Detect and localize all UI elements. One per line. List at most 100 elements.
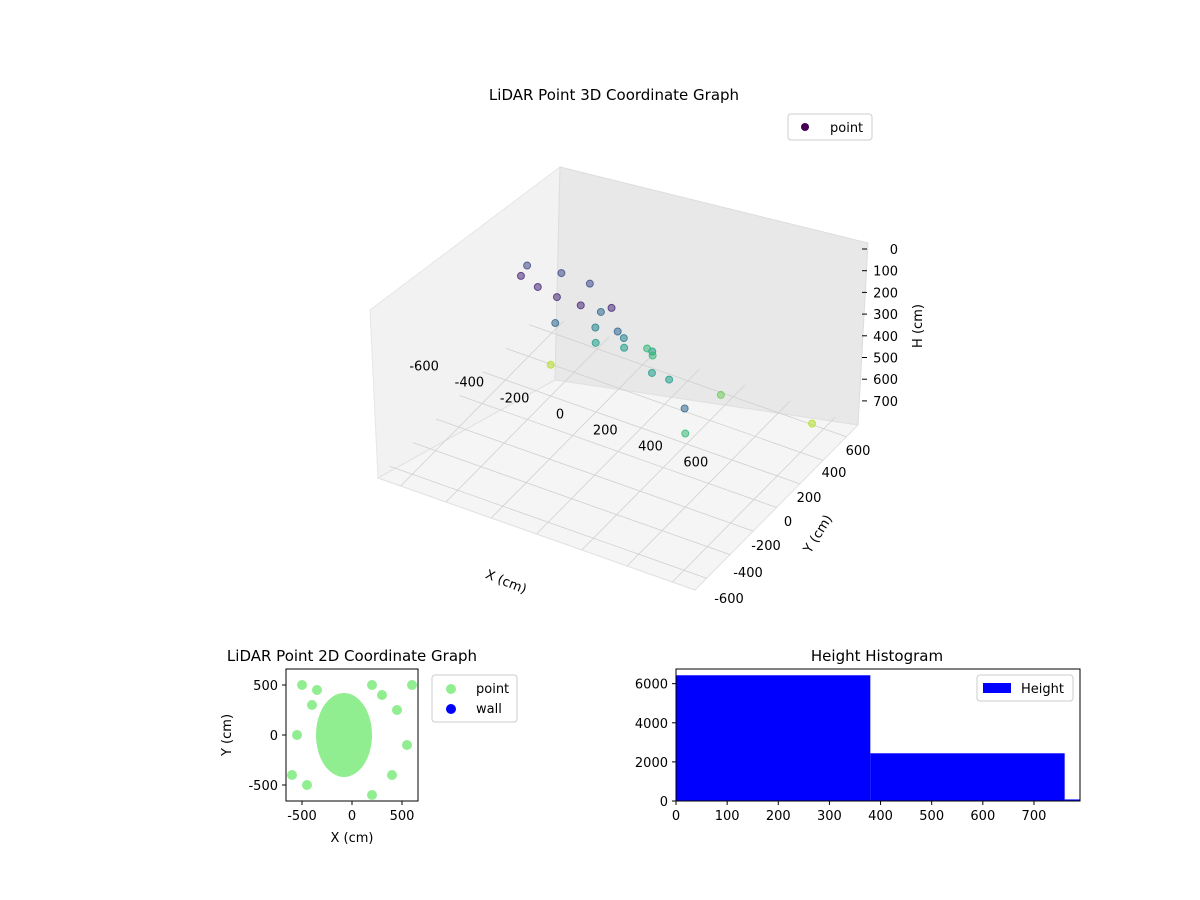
point-marker-3d bbox=[591, 323, 600, 332]
histogram-bar bbox=[870, 753, 1065, 801]
z-tick-label-3d: 600 bbox=[873, 373, 898, 388]
legend-3d-marker bbox=[801, 123, 809, 131]
legend-hist-frame bbox=[976, 674, 1074, 702]
histogram-bars bbox=[676, 675, 1080, 801]
point-marker-3d bbox=[620, 343, 629, 352]
legend-2d-label-point: point bbox=[476, 682, 509, 697]
x-tick-label-hist: 700 bbox=[1022, 809, 1047, 824]
legend-2d: point wall bbox=[431, 674, 518, 723]
y-tick-label-hist: 4000 bbox=[635, 717, 668, 732]
y-tick-label-3d: 0 bbox=[784, 515, 792, 530]
point-marker-3d bbox=[552, 293, 561, 302]
point-marker-3d bbox=[523, 261, 532, 270]
point-marker-2d bbox=[407, 680, 417, 690]
legend-2d-marker-point bbox=[446, 684, 456, 694]
point-marker-2d bbox=[302, 780, 312, 790]
point-marker-2d bbox=[387, 770, 397, 780]
y-axis-label-3d: Y (cm) bbox=[800, 512, 836, 556]
x-tick-label-hist: 200 bbox=[766, 809, 791, 824]
point-marker-3d bbox=[607, 303, 616, 312]
point-marker-2d bbox=[287, 770, 297, 780]
grid-line-y bbox=[482, 371, 800, 485]
pane-back-right bbox=[554, 166, 869, 426]
chart-2d-panel: LiDAR Point 2D Coordinate Graph -500 0 500… bbox=[220, 647, 518, 846]
legend-hist-swatch bbox=[983, 683, 1011, 693]
x-ticks-2d: -500 0 500 bbox=[287, 801, 414, 824]
y-tick-label-hist: 6000 bbox=[635, 678, 668, 693]
x-ticks-hist: 0 100 200 300 400 500 600 700 bbox=[672, 801, 1047, 824]
histogram-title: Height Histogram bbox=[811, 647, 943, 665]
pane-floor bbox=[376, 379, 860, 591]
y-tick-label-2d: 500 bbox=[253, 679, 278, 694]
point-marker-2d bbox=[292, 730, 302, 740]
point-marker-3d bbox=[665, 375, 674, 384]
z-tick-label-3d: 0 bbox=[890, 243, 898, 258]
point-marker-2d bbox=[312, 685, 322, 695]
grid-line-y bbox=[436, 418, 754, 532]
grid-line-y bbox=[459, 395, 777, 508]
legend-3d-frame bbox=[787, 113, 873, 141]
point-marker-2d bbox=[377, 690, 387, 700]
y-tick-label-hist: 0 bbox=[660, 795, 668, 810]
point-cluster-2d bbox=[316, 693, 372, 777]
histogram-bar bbox=[1064, 799, 1080, 801]
grid-line-y bbox=[389, 465, 707, 579]
x-tick-label-3d: -600 bbox=[409, 359, 439, 374]
x-tick-label-3d: 600 bbox=[683, 455, 708, 470]
z-tick-label-3d: 300 bbox=[873, 308, 898, 323]
x-tick-label-2d: 0 bbox=[348, 809, 356, 824]
x-tick-label-hist: 300 bbox=[817, 809, 842, 824]
x-tick-label-hist: 600 bbox=[970, 809, 995, 824]
y-tick-label-3d: -400 bbox=[733, 566, 763, 581]
z-tick-label-3d: 100 bbox=[873, 265, 898, 280]
chart-3d-title: LiDAR Point 3D Coordinate Graph bbox=[489, 86, 739, 104]
y-ticks-hist: 0 2000 4000 6000 bbox=[635, 678, 676, 810]
grid-line-y bbox=[412, 442, 731, 556]
chart-3d-panel: LiDAR Point 3D Coordinate Graph -600 -400… bbox=[369, 86, 926, 607]
point-marker-3d bbox=[516, 271, 525, 280]
point-marker-2d bbox=[307, 700, 317, 710]
histogram-bar bbox=[676, 675, 871, 801]
x-tick-label-3d: 200 bbox=[593, 423, 618, 438]
point-marker-2d bbox=[392, 705, 402, 715]
y-ticks-2d: -500 0 500 bbox=[248, 679, 286, 794]
point-marker-3d bbox=[680, 404, 689, 413]
legend-2d-marker-wall bbox=[446, 704, 456, 714]
point-marker-3d bbox=[551, 319, 560, 328]
x-tick-label-3d: 0 bbox=[556, 407, 564, 422]
x-tick-label-3d: -400 bbox=[455, 375, 485, 390]
point-marker-3d bbox=[585, 279, 594, 288]
points-3d-layer bbox=[516, 261, 817, 438]
point-marker-3d bbox=[648, 351, 657, 360]
x-ticks-3d: -600 -400 -200 0 200 400 600 bbox=[409, 359, 708, 470]
x-tick-label-hist: 400 bbox=[868, 809, 893, 824]
x-tick-label-hist: 500 bbox=[919, 809, 944, 824]
points-2d-layer bbox=[287, 680, 417, 800]
x-axis-label-2d: X (cm) bbox=[331, 831, 374, 846]
y-tick-label-2d: 0 bbox=[270, 729, 278, 744]
point-marker-3d bbox=[808, 419, 817, 428]
plot-frame-hist bbox=[675, 668, 1081, 802]
x-axis-label-3d: X (cm) bbox=[483, 567, 528, 597]
point-marker-3d bbox=[546, 360, 555, 369]
x-tick-label-hist: 100 bbox=[715, 809, 740, 824]
point-marker-3d bbox=[647, 368, 656, 377]
x-tick-label-3d: -200 bbox=[500, 391, 530, 406]
z-tick-label-3d: 200 bbox=[873, 286, 898, 301]
point-marker-3d bbox=[533, 282, 542, 291]
point-marker-3d bbox=[681, 429, 690, 438]
point-marker-3d bbox=[576, 301, 585, 310]
histogram-panel: Height Histogram 0 100 200 300 400 500 600 700 … bbox=[635, 647, 1081, 824]
point-marker-2d bbox=[402, 740, 412, 750]
y-tick-label-3d: -200 bbox=[751, 539, 781, 554]
point-marker-2d bbox=[367, 680, 377, 690]
point-marker-3d bbox=[619, 334, 628, 343]
z-tick-label-3d: 500 bbox=[873, 352, 898, 367]
legend-2d-label-wall: wall bbox=[476, 702, 502, 717]
x-tick-label-2d: -500 bbox=[287, 809, 317, 824]
x-tick-label-3d: 400 bbox=[638, 439, 663, 454]
y-tick-label-3d: 200 bbox=[797, 491, 822, 506]
point-marker-3d bbox=[716, 390, 725, 399]
